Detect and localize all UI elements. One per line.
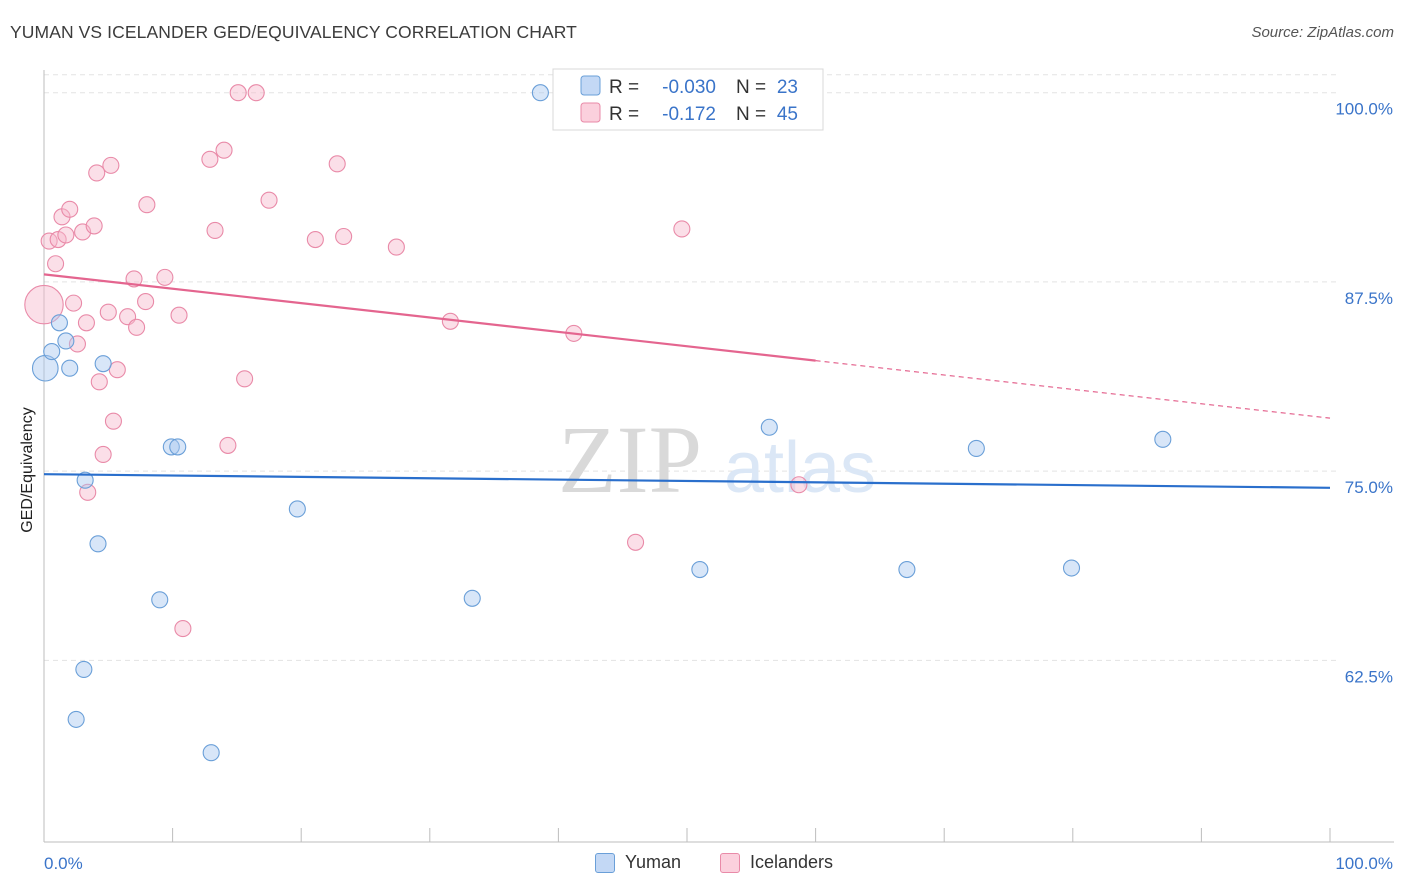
icelanders-point: [236, 370, 254, 388]
chart-title: YUMAN VS ICELANDER GED/EQUIVALENCY CORRE…: [10, 22, 577, 42]
yuman-point: [76, 471, 94, 489]
icelanders-point: [328, 155, 346, 173]
yuman-point: [151, 591, 169, 609]
bottom-legend: Yuman Icelanders: [0, 852, 1406, 878]
legend-n-value-yuman: 23: [777, 77, 798, 98]
icelanders-point: [128, 318, 146, 336]
x-tick-label: 100.0%: [1335, 854, 1393, 873]
watermark-zip: ZIP: [558, 406, 702, 513]
legend-swatch-yuman: [595, 852, 615, 873]
icelanders-point: [335, 227, 353, 246]
icelanders-point: [206, 221, 224, 240]
yuman-point: [94, 355, 112, 373]
yuman-point: [898, 560, 916, 579]
icelanders-point: [85, 217, 103, 235]
legend-item-yuman[interactable]: Yuman: [595, 852, 681, 873]
yuman-point: [75, 660, 93, 678]
icelanders-point: [306, 230, 324, 249]
yuman-point: [202, 744, 220, 762]
icelanders-point: [108, 361, 126, 379]
icelanders-point: [627, 533, 645, 551]
icelanders-point: [40, 232, 58, 250]
yuman-point: [1154, 430, 1172, 448]
yuman-point: [162, 438, 180, 456]
icelanders-point: [61, 200, 79, 218]
icelanders-point: [94, 445, 112, 464]
legend-swatch-yuman: [580, 75, 601, 96]
y-tick-label: 75.0%: [1345, 478, 1393, 497]
yuman-point: [67, 710, 85, 728]
axes: [43, 70, 1394, 843]
icelanders-point: [156, 268, 174, 286]
icelanders-point: [99, 303, 117, 321]
icelanders-point: [24, 284, 64, 325]
yuman-point: [288, 500, 306, 518]
gridlines: [44, 74, 1336, 661]
icelanders-point: [174, 620, 192, 638]
icelanders-point: [215, 141, 233, 159]
icelanders-point: [102, 156, 120, 174]
watermark: ZIP atlas: [558, 406, 876, 513]
yuman-point: [89, 535, 107, 553]
icelanders-point: [47, 255, 65, 273]
yuman-point: [169, 438, 187, 456]
icelanders-point: [790, 476, 808, 494]
yuman-trend-line: [43, 473, 1331, 489]
icelanders-point: [170, 306, 188, 324]
icelanders-point: [88, 164, 106, 182]
chart-source: Source: ZipAtlas.com: [1251, 24, 1394, 41]
yuman-point: [61, 359, 79, 377]
yuman-point: [463, 589, 481, 607]
icelanders-trend-extension: [815, 360, 1331, 419]
legend-r-value-icelanders: -0.172: [662, 104, 716, 125]
yuman-point: [1062, 559, 1081, 577]
icelanders-point: [260, 191, 278, 209]
yuman-points: [31, 84, 1172, 762]
icelanders-point: [201, 150, 219, 168]
icelanders-point: [137, 293, 155, 311]
icelanders-point: [219, 436, 237, 454]
legend-r-label: R =: [609, 104, 639, 125]
yuman-point: [691, 560, 709, 579]
legend-swatch-icelanders: [580, 102, 601, 123]
legend-r-label: R =: [609, 77, 639, 98]
icelanders-point: [77, 314, 95, 332]
yuman-point: [760, 418, 778, 436]
x-tick-label: 0.0%: [44, 854, 83, 873]
icelanders-point: [65, 294, 83, 312]
legend-item-icelanders[interactable]: Icelanders: [720, 852, 833, 873]
yuman-point: [57, 332, 75, 350]
icelanders-point: [673, 220, 691, 238]
icelanders-point: [90, 373, 108, 391]
y-tick-label: 87.5%: [1345, 289, 1393, 308]
legend-label-icelanders: Icelanders: [750, 852, 834, 872]
stats-legend: R = -0.030 N = 23 R = -0.172 N = 45: [552, 68, 824, 131]
x-tick-labels: 0.0% 100.0%: [44, 854, 1393, 873]
legend-swatch-icelanders: [720, 852, 740, 873]
legend-r-value-yuman: -0.030: [662, 77, 716, 98]
y-tick-label: 100.0%: [1335, 100, 1393, 119]
watermark-atlas: atlas: [724, 428, 876, 508]
icelanders-points: [24, 84, 808, 638]
y-tick-labels: 100.0% 87.5% 75.0% 62.5%: [1335, 100, 1393, 687]
legend-n-value-icelanders: 45: [777, 104, 798, 125]
icelanders-point: [387, 238, 405, 256]
legend-n-label: N =: [736, 77, 766, 98]
yuman-point: [50, 314, 68, 332]
icelanders-point: [229, 84, 247, 102]
icelanders-point: [138, 196, 156, 214]
yuman-point: [967, 439, 985, 457]
y-tick-label: 62.5%: [1345, 667, 1393, 686]
icelanders-trend-line: [43, 273, 816, 362]
icelanders-point: [57, 226, 75, 244]
yuman-point: [531, 84, 549, 102]
legend-label-yuman: Yuman: [625, 852, 682, 872]
yuman-point: [43, 343, 61, 361]
icelanders-point: [104, 412, 122, 430]
icelanders-point: [247, 84, 265, 102]
legend-n-label: N =: [736, 104, 766, 125]
trend-lines: [43, 273, 1331, 489]
